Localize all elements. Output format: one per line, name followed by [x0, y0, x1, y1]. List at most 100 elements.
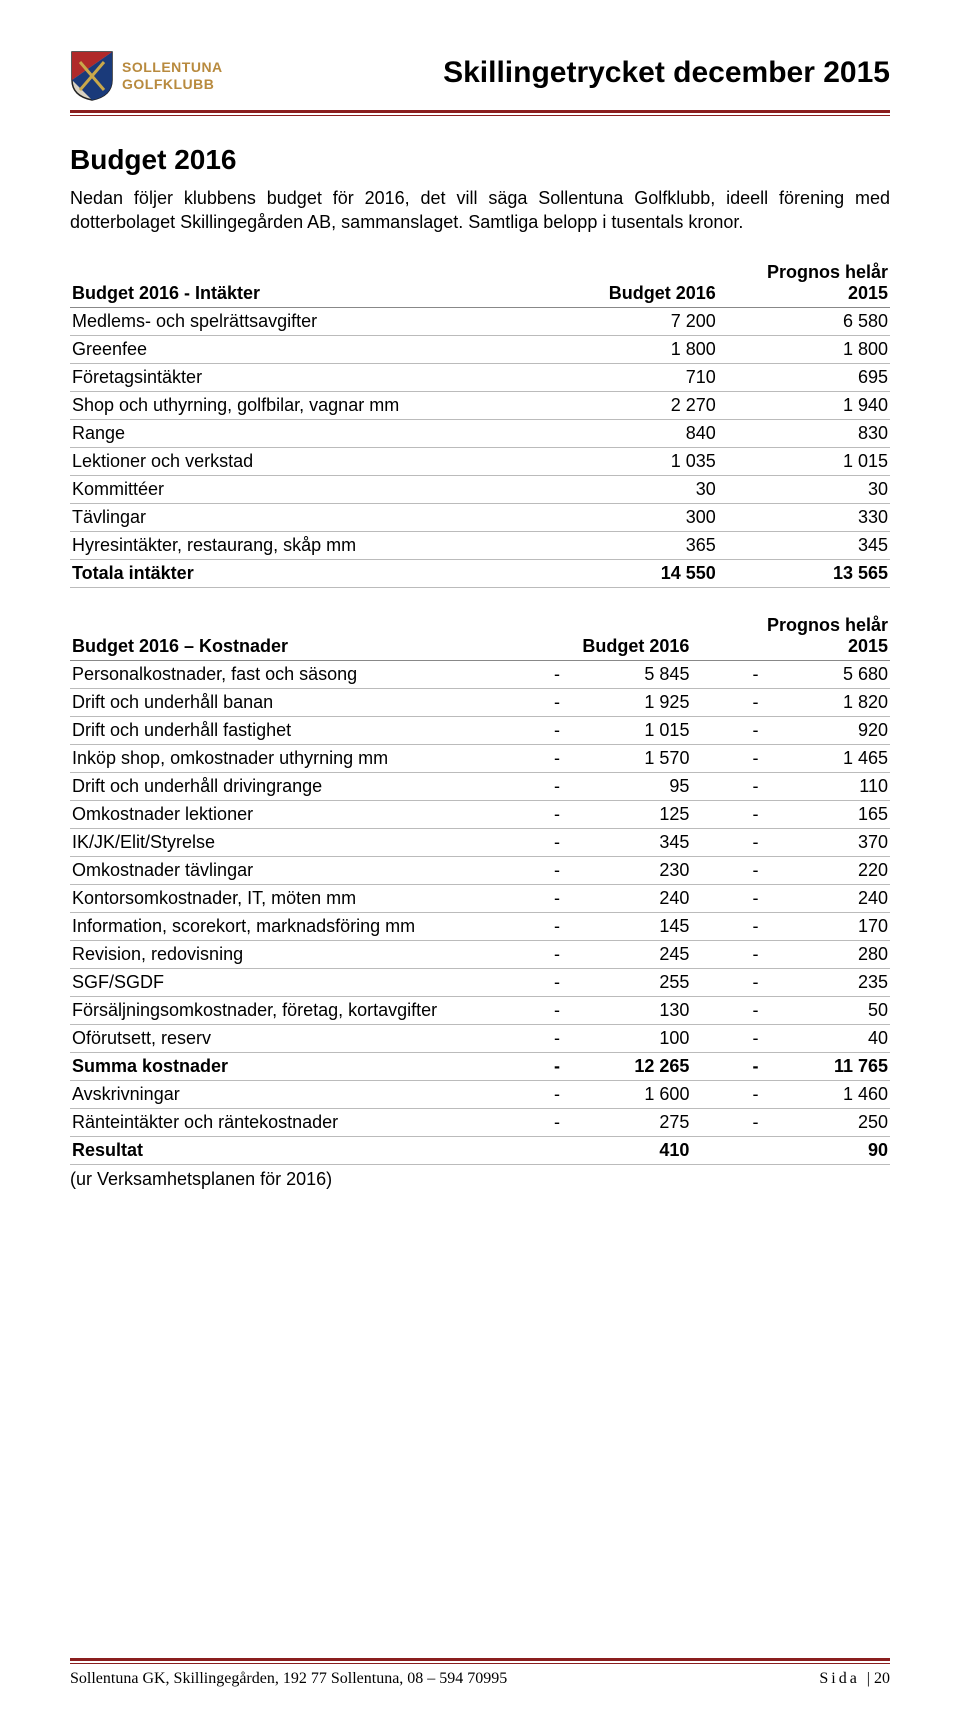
row-value-prognos: 13 565	[718, 559, 890, 587]
row-value-prognos: 50	[761, 996, 891, 1024]
income-header-col3-l1: Prognos helår	[767, 262, 888, 282]
row-sign-budget	[519, 1136, 562, 1164]
row-value-prognos: 11 765	[761, 1052, 891, 1080]
row-sign-prognos: -	[691, 744, 760, 772]
row-label: Medlems- och spelrättsavgifter	[70, 307, 546, 335]
row-value-budget: 1 570	[562, 744, 691, 772]
footer-page: Sida | 20	[819, 1670, 890, 1688]
table-row: Information, scorekort, marknadsföring m…	[70, 912, 890, 940]
row-label: Summa kostnader	[70, 1052, 519, 1080]
table-row: Greenfee1 8001 800	[70, 335, 890, 363]
row-label: Omkostnader tävlingar	[70, 856, 519, 884]
footer-page-label: Sida	[819, 1670, 859, 1687]
row-value-budget: 130	[562, 996, 691, 1024]
row-value-prognos: 330	[718, 503, 890, 531]
row-sign-budget: -	[519, 996, 562, 1024]
club-name-line2: GOLFKLUBB	[122, 76, 223, 93]
row-value-prognos: 250	[761, 1108, 891, 1136]
depreciation-row: Avskrivningar-1 600-1 460	[70, 1080, 890, 1108]
row-label: Kontorsomkostnader, IT, möten mm	[70, 884, 519, 912]
document-title: Skillingetrycket december 2015	[223, 56, 890, 90]
row-value-prognos: 1 940	[718, 391, 890, 419]
row-value-prognos: 695	[718, 363, 890, 391]
row-label: Avskrivningar	[70, 1080, 519, 1108]
costs-header-col2: Budget 2016	[519, 612, 692, 661]
costs-header-col3-l1: Prognos helår	[767, 615, 888, 635]
row-value-prognos: 280	[761, 940, 891, 968]
row-label: Företagsintäkter	[70, 363, 546, 391]
row-value-budget: 5 845	[562, 660, 691, 688]
row-label: Lektioner och verkstad	[70, 447, 546, 475]
row-label: Försäljningsomkostnader, företag, kortav…	[70, 996, 519, 1024]
costs-table: Budget 2016 – Kostnader Budget 2016 Prog…	[70, 612, 890, 1165]
table-row: Shop och uthyrning, golfbilar, vagnar mm…	[70, 391, 890, 419]
footer-page-number: | 20	[867, 1670, 890, 1687]
row-value-budget: 710	[546, 363, 718, 391]
row-value-budget: 95	[562, 772, 691, 800]
row-value-budget: 275	[562, 1108, 691, 1136]
table-row: Range840830	[70, 419, 890, 447]
row-sign-budget: -	[519, 1024, 562, 1052]
row-sign-budget: -	[519, 856, 562, 884]
row-value-budget: 2 270	[546, 391, 718, 419]
row-value-budget: 7 200	[546, 307, 718, 335]
row-sign-budget: -	[519, 884, 562, 912]
table-row: Omkostnader tävlingar-230-220	[70, 856, 890, 884]
income-header-col1: Budget 2016 - Intäkter	[70, 259, 546, 308]
table-row: Hyresintäkter, restaurang, skåp mm365345	[70, 531, 890, 559]
table-row: Revision, redovisning-245-280	[70, 940, 890, 968]
row-label: SGF/SGDF	[70, 968, 519, 996]
row-value-prognos: 90	[761, 1136, 891, 1164]
row-value-budget: 345	[562, 828, 691, 856]
row-value-prognos: 1 015	[718, 447, 890, 475]
row-sign-budget: -	[519, 716, 562, 744]
income-header-col3: Prognos helår 2015	[718, 259, 890, 308]
row-label: Revision, redovisning	[70, 940, 519, 968]
income-header-col3-l2: 2015	[848, 283, 888, 303]
result-row: Resultat41090	[70, 1136, 890, 1164]
costs-header-col3-l2: 2015	[848, 636, 888, 656]
row-label: Drift och underhåll fastighet	[70, 716, 519, 744]
row-sign-budget: -	[519, 828, 562, 856]
row-value-budget: 100	[562, 1024, 691, 1052]
row-sign-budget: -	[519, 968, 562, 996]
row-sign-prognos: -	[691, 716, 760, 744]
row-label: Information, scorekort, marknadsföring m…	[70, 912, 519, 940]
table-row: Oförutsett, reserv-100-40	[70, 1024, 890, 1052]
table-row: Försäljningsomkostnader, företag, kortav…	[70, 996, 890, 1024]
row-sign-budget: -	[519, 1080, 562, 1108]
row-label: Greenfee	[70, 335, 546, 363]
row-sign-prognos: -	[691, 884, 760, 912]
row-label: Omkostnader lektioner	[70, 800, 519, 828]
row-sign-budget: -	[519, 1052, 562, 1080]
row-value-prognos: 5 680	[761, 660, 891, 688]
row-value-budget: 840	[546, 419, 718, 447]
row-value-prognos: 920	[761, 716, 891, 744]
costs-header-col1: Budget 2016 – Kostnader	[70, 612, 519, 661]
row-sign-prognos: -	[691, 800, 760, 828]
income-header-col2: Budget 2016	[546, 259, 718, 308]
row-value-budget: 300	[546, 503, 718, 531]
costs-header-col3: Prognos helår 2015	[691, 612, 890, 661]
row-sign-prognos: -	[691, 912, 760, 940]
row-label: Oförutsett, reserv	[70, 1024, 519, 1052]
row-sign-budget: -	[519, 744, 562, 772]
costs-sum-row: Summa kostnader-12 265-11 765	[70, 1052, 890, 1080]
row-label: Range	[70, 419, 546, 447]
row-sign-prognos: -	[691, 1052, 760, 1080]
row-value-prognos: 1 800	[718, 335, 890, 363]
row-sign-prognos: -	[691, 660, 760, 688]
row-value-budget: 410	[562, 1136, 691, 1164]
table-row: Personalkostnader, fast och säsong-5 845…	[70, 660, 890, 688]
row-label: Kommittéer	[70, 475, 546, 503]
row-value-prognos: 830	[718, 419, 890, 447]
table-row: Drift och underhåll banan-1 925-1 820	[70, 688, 890, 716]
row-value-prognos: 1 460	[761, 1080, 891, 1108]
row-value-prognos: 220	[761, 856, 891, 884]
table-row: Företagsintäkter710695	[70, 363, 890, 391]
table-row: IK/JK/Elit/Styrelse-345-370	[70, 828, 890, 856]
interest-row: Ränteintäkter och räntekostnader-275-250	[70, 1108, 890, 1136]
row-sign-prognos: -	[691, 1080, 760, 1108]
row-value-budget: 1 015	[562, 716, 691, 744]
row-value-prognos: 6 580	[718, 307, 890, 335]
